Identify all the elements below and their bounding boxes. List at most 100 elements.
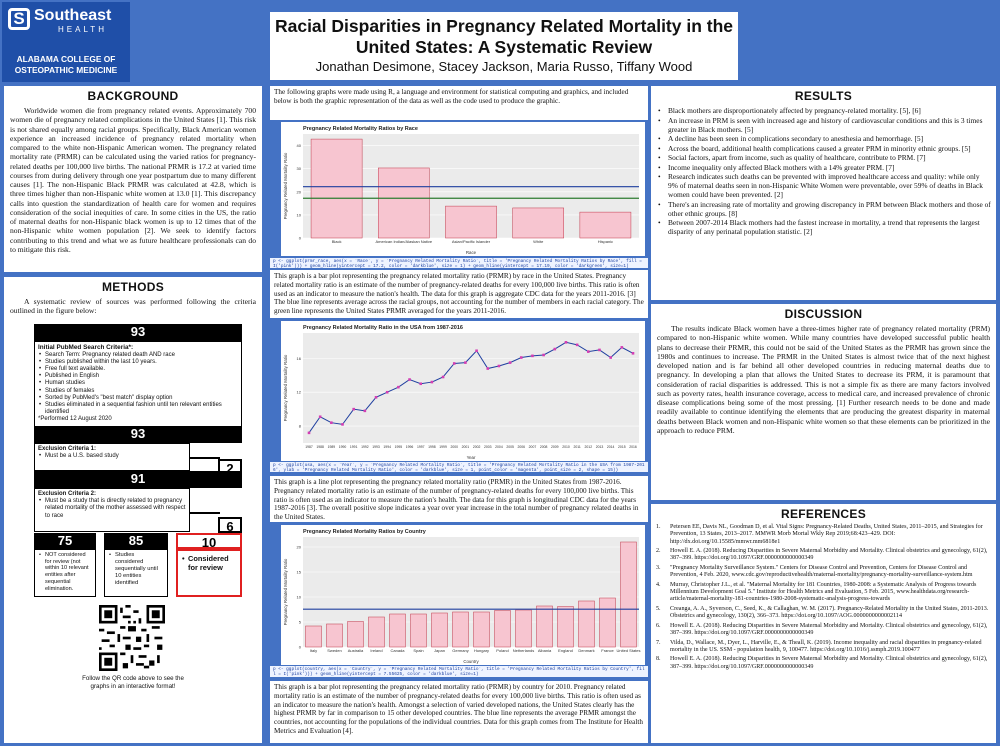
reference-text: "Pregnancy Mortality Surveillance System… [670, 564, 973, 579]
x-tick-label: 2010 [562, 445, 570, 449]
x-tick-label: 2000 [450, 445, 458, 449]
reference-number: 7. [656, 639, 661, 646]
result-item: There's an increasing rate of mortality … [656, 200, 991, 218]
y-tick-label: 12 [297, 390, 302, 395]
data-point [631, 352, 635, 355]
result-item: Between 2007-2014 Black mothers had the … [656, 218, 991, 236]
result-item: Income inequality only affected Black mo… [656, 163, 991, 172]
flow-connector-2 [190, 512, 220, 514]
data-point [542, 353, 545, 357]
poster-title-line2: United States: A Systematic Review [355, 37, 653, 57]
flow-exclusion-2: Exclusion Criteria 2: Must be a study th… [34, 488, 190, 532]
reference-text: Howell E. A. (2018). Reducing Disparitie… [670, 656, 988, 670]
bar [389, 613, 406, 648]
flow-ex1-item: Must be a U.S. based study [38, 453, 186, 460]
x-tick-label: Poland [496, 648, 508, 653]
bar [512, 207, 564, 239]
discussion-section: DISCUSSION The results indicate Black wo… [651, 304, 996, 500]
bar [431, 612, 448, 648]
x-tick-label: Denmark [578, 648, 594, 653]
reference-number: 5. [656, 605, 661, 612]
series-line [308, 341, 634, 434]
qr-code[interactable] [99, 605, 165, 671]
data-point [441, 375, 445, 379]
code-block-usa: p <- ggplot(usa, aes(x = `Year`, y = `Pr… [270, 462, 648, 472]
data-point [452, 362, 456, 365]
flow-bottom-count-1: 75 [34, 533, 96, 549]
logo-sub: HEALTH [58, 25, 107, 34]
data-point [519, 356, 523, 359]
x-tick-label: 2012 [585, 445, 593, 449]
methods-text: A systematic review of sources was perfo… [10, 297, 256, 316]
y-tick-label: 20 [297, 545, 302, 550]
race-bar-chart[interactable]: Pregnancy Related Mortality Ratios by Ra… [281, 122, 645, 256]
y-axis-label: Pregnancy Related Mortality Ratio [283, 152, 288, 219]
title-panel: Racial Disparities in Pregnancy Related … [270, 12, 738, 80]
reference-number: 8. [656, 656, 661, 663]
results-title: RESULTS [794, 89, 853, 103]
plot-area [303, 333, 639, 443]
x-axis-label: Race [466, 250, 477, 255]
x-tick-label: Netherlands [513, 648, 535, 653]
y-tick-label: 15 [297, 570, 302, 575]
reference-item: 7. Vilda, D., Wallace, M., Dyer, L., Harv… [656, 640, 991, 655]
flow-search-item: Free full text available. [38, 366, 238, 373]
middle-intro-text: The following graphs were made using R, … [274, 88, 629, 105]
chart-title: Pregnancy Related Mortality Ratios by Ra… [303, 126, 418, 132]
x-tick-label: 1993 [372, 445, 380, 449]
caption-usa-text: This graph is a line plot representing t… [274, 478, 639, 522]
logo-panel: S Southeast HEALTH ALABAMA COLLEGE OF OS… [2, 2, 130, 82]
y-axis-label: Pregnancy Related Mortality Ratio [283, 354, 288, 421]
reference-number: 4. [656, 581, 661, 588]
caption-race: This graph is a bar plot representing th… [270, 270, 648, 318]
bar [410, 613, 427, 648]
discussion-text: The results indicate Black women have a … [657, 324, 990, 435]
x-tick-label: Ireland [370, 648, 382, 653]
references-section: REFERENCES 1. Petersen EE, Davis NL, Good… [651, 504, 996, 743]
data-point [587, 350, 590, 353]
qr-caption: Follow the QR code above to see the grap… [82, 675, 184, 690]
x-tick-label: 2006 [518, 445, 526, 449]
data-point [430, 380, 434, 384]
reference-item: 5. Creanga, A. A., Syverson, C., Seed, K.… [656, 606, 991, 621]
x-tick-label: Italy [310, 648, 317, 653]
x-tick-label: 1992 [361, 445, 369, 449]
flow-ex1-list: Must be a U.S. based study [38, 453, 186, 460]
result-item: Research indicates such deaths can be pr… [656, 172, 991, 199]
flow-not-considered: NOT considered for review (not within 10… [34, 549, 96, 597]
flow-search-item: Published in English [38, 373, 238, 380]
data-point [508, 361, 512, 364]
data-point [363, 409, 367, 413]
bar [494, 610, 511, 648]
data-point [531, 354, 534, 358]
y-axis-label: Pregnancy Related Mortality Ratio [283, 558, 288, 625]
reference-text: Howell E. A. (2018). Reducing Disparitie… [670, 548, 988, 562]
data-point [419, 382, 423, 386]
data-point [620, 346, 624, 349]
flow-search-list: Search Term: Pregnancy related death AND… [38, 352, 238, 417]
data-point [464, 361, 467, 364]
x-tick-label: 1996 [406, 445, 414, 449]
bar [620, 541, 637, 648]
flow-bottom-count-2: 85 [104, 533, 168, 549]
discussion-title: DISCUSSION [784, 307, 863, 321]
bar [445, 205, 497, 239]
reference-text: Howell E. A. (2018). Reducing Disparitie… [670, 622, 988, 636]
y-tick-label: 5 [299, 620, 302, 625]
reference-item: 2. Howell E. A. (2018). Reducing Disparit… [656, 548, 991, 563]
bar [452, 611, 469, 648]
flow-excluded-count-2: 6 [218, 517, 242, 534]
reference-item: 6. Howell E. A. (2018). Reducing Disparit… [656, 623, 991, 638]
x-tick-label: 1998 [428, 445, 436, 449]
x-tick-label: 2008 [540, 445, 548, 449]
data-point [330, 421, 333, 424]
flow-ex2-title: Exclusion Criteria 2: [38, 491, 97, 497]
flow-count-initial: 93 [34, 324, 242, 341]
data-point [385, 390, 389, 394]
x-tick-label: 2011 [573, 445, 580, 449]
flow-bottom-count-3: 10 [176, 533, 242, 550]
bar [378, 167, 430, 239]
flow-count-third: 91 [34, 471, 242, 488]
country-bar-chart[interactable]: Pregnancy Related Mortality Ratios by Co… [281, 525, 645, 665]
usa-line-chart[interactable]: Pregnancy Related Mortality Ratio in the… [281, 321, 645, 461]
